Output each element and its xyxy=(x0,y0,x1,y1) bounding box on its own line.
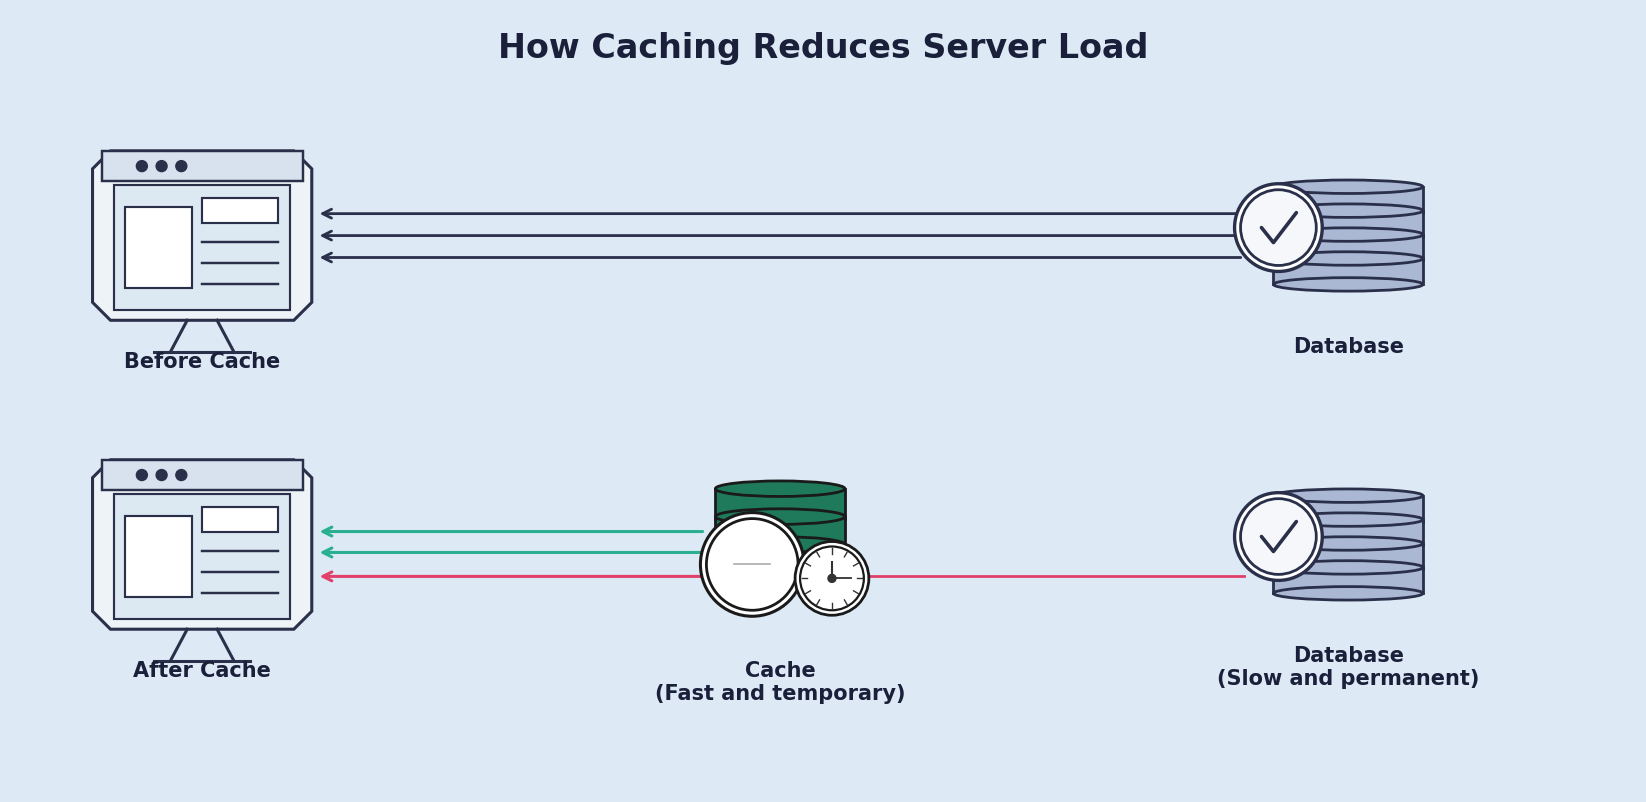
FancyBboxPatch shape xyxy=(125,516,191,597)
FancyBboxPatch shape xyxy=(1274,544,1422,569)
Ellipse shape xyxy=(1274,489,1422,502)
Circle shape xyxy=(156,469,168,480)
Circle shape xyxy=(1241,499,1317,574)
Circle shape xyxy=(795,541,869,615)
Circle shape xyxy=(701,512,803,616)
Circle shape xyxy=(137,469,148,480)
Circle shape xyxy=(137,160,148,172)
Text: Before Cache: Before Cache xyxy=(123,352,280,372)
FancyBboxPatch shape xyxy=(716,488,844,519)
FancyBboxPatch shape xyxy=(1274,258,1422,285)
Ellipse shape xyxy=(716,481,844,496)
FancyBboxPatch shape xyxy=(1274,568,1422,593)
Ellipse shape xyxy=(1274,252,1422,265)
FancyBboxPatch shape xyxy=(1274,211,1422,237)
Circle shape xyxy=(828,574,836,582)
Ellipse shape xyxy=(1274,180,1422,193)
FancyBboxPatch shape xyxy=(716,545,844,574)
FancyBboxPatch shape xyxy=(115,185,290,310)
Text: Database: Database xyxy=(1292,337,1404,357)
FancyBboxPatch shape xyxy=(716,516,844,546)
Text: Cache
(Fast and temporary): Cache (Fast and temporary) xyxy=(655,661,905,704)
Polygon shape xyxy=(92,460,311,630)
Polygon shape xyxy=(92,151,311,320)
Text: Database
(Slow and permanent): Database (Slow and permanent) xyxy=(1216,646,1480,690)
Text: After Cache: After Cache xyxy=(133,661,272,681)
Ellipse shape xyxy=(1274,512,1422,526)
FancyBboxPatch shape xyxy=(1274,496,1422,521)
FancyBboxPatch shape xyxy=(102,151,303,181)
Circle shape xyxy=(176,160,186,172)
Ellipse shape xyxy=(1274,277,1422,291)
FancyBboxPatch shape xyxy=(125,207,191,289)
FancyBboxPatch shape xyxy=(115,494,290,619)
Ellipse shape xyxy=(1274,561,1422,574)
Ellipse shape xyxy=(716,508,844,525)
Circle shape xyxy=(156,160,168,172)
Ellipse shape xyxy=(1274,228,1422,241)
FancyBboxPatch shape xyxy=(1274,234,1422,261)
FancyBboxPatch shape xyxy=(102,460,303,490)
Circle shape xyxy=(706,519,798,610)
Ellipse shape xyxy=(1274,586,1422,600)
Ellipse shape xyxy=(1274,537,1422,550)
Ellipse shape xyxy=(716,537,844,553)
FancyBboxPatch shape xyxy=(1274,520,1422,545)
FancyBboxPatch shape xyxy=(202,198,278,223)
Ellipse shape xyxy=(716,567,844,582)
FancyBboxPatch shape xyxy=(202,507,278,532)
Ellipse shape xyxy=(1274,204,1422,217)
Circle shape xyxy=(800,546,864,610)
Text: How Caching Reduces Server Load: How Caching Reduces Server Load xyxy=(497,32,1149,65)
Circle shape xyxy=(1234,184,1322,271)
Circle shape xyxy=(1234,492,1322,581)
Circle shape xyxy=(1241,190,1317,265)
Circle shape xyxy=(176,469,186,480)
FancyBboxPatch shape xyxy=(1274,187,1422,213)
